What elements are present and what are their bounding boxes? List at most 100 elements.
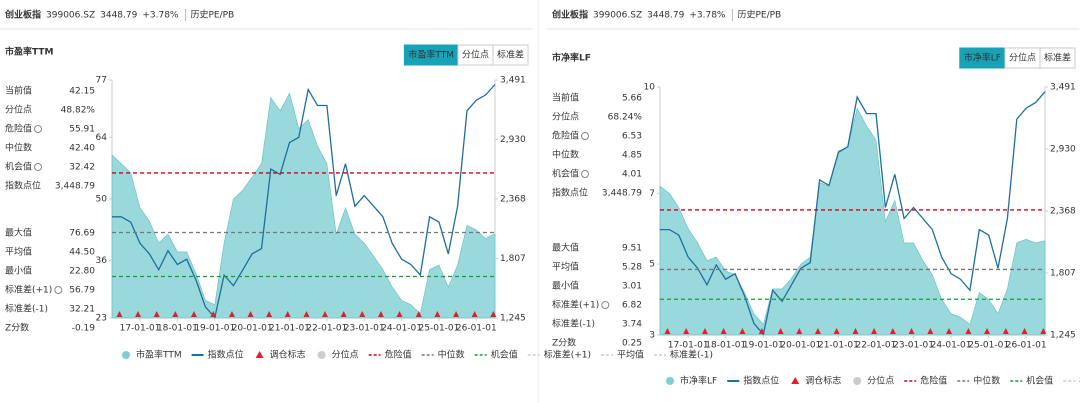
stat-value: 3,448.79 <box>602 189 642 199</box>
info-icon[interactable] <box>581 132 590 140</box>
tab-label[interactable]: 标准差 <box>497 49 524 61</box>
rebalance-marker <box>984 328 991 334</box>
rebalance-marker <box>453 311 460 317</box>
tab-label[interactable]: 标准差 <box>1044 52 1071 64</box>
tab-label[interactable]: 市盈率TTM <box>408 49 454 61</box>
info-icon[interactable] <box>34 163 43 171</box>
stat-value: 56.79 <box>69 286 95 296</box>
legend-label[interactable]: 分位点 <box>332 349 359 361</box>
y2-tick-label: 2,368 <box>1050 207 1076 217</box>
rebalance-marker <box>777 328 784 334</box>
legend-label[interactable]: 机会值 <box>491 349 518 361</box>
info-icon[interactable] <box>34 125 43 133</box>
tab-label[interactable]: 分位点 <box>1009 52 1036 64</box>
rebalance-marker <box>303 311 310 317</box>
info-icon[interactable] <box>581 170 590 178</box>
legend-label[interactable]: 指数点位 <box>743 375 779 387</box>
rebalance-marker <box>266 311 273 317</box>
y2-tick-label: 1,245 <box>1050 331 1076 341</box>
rebalance-marker <box>701 328 708 334</box>
stat-value: 68.24% <box>608 113 643 123</box>
stat-value: 76.69 <box>69 229 95 239</box>
x-tick-label: 18-01-01 <box>705 341 746 351</box>
legend-label[interactable]: 分位点 <box>867 375 894 387</box>
legend-label[interactable]: 标准差(+1) <box>544 349 591 361</box>
stat-value: 9.51 <box>622 244 642 254</box>
stat-value: 42.40 <box>69 144 95 154</box>
info-icon[interactable] <box>54 286 63 294</box>
history-link[interactable]: 历史PE/PB <box>190 9 234 21</box>
rebalance-marker <box>720 328 727 334</box>
stat-value: 4.01 <box>622 170 642 180</box>
tab-label[interactable]: 分位点 <box>462 49 489 61</box>
info-icon[interactable] <box>601 301 610 309</box>
legend-label[interactable]: 中位数 <box>438 349 465 361</box>
tab[interactable] <box>1039 47 1076 69</box>
index-line <box>112 84 496 319</box>
y2-tick-label: 2,368 <box>500 195 526 205</box>
legend-label[interactable]: 市盈率TTM <box>136 349 182 361</box>
legend-label[interactable]: 平均值 <box>617 349 644 361</box>
rebalance-marker <box>1021 328 1028 334</box>
x-tick-label: 19-01-01 <box>743 341 784 351</box>
legend-label[interactable]: 调仓标志 <box>270 349 306 361</box>
tab-label[interactable]: 市净率LF <box>964 52 1001 64</box>
stat-value: 3,448.79 <box>55 182 95 192</box>
rebalance-marker <box>396 311 403 317</box>
x-tick-label: 25-01-01 <box>968 341 1009 351</box>
stat-label: 标准差(-1) <box>5 303 48 315</box>
y-tick-label: 64 <box>96 133 108 143</box>
rebalance-marker <box>927 328 934 334</box>
stat-label: 机会值 <box>5 161 32 173</box>
x-tick-label: 19-01-01 <box>194 324 235 334</box>
rebalance-marker <box>153 311 160 317</box>
rebalance-marker <box>247 311 254 317</box>
legend-label[interactable]: 调仓标志 <box>805 375 841 387</box>
rebalance-marker <box>683 328 690 334</box>
x-tick-label: 22-01-01 <box>856 341 897 351</box>
y2-tick-label: 3,491 <box>1050 83 1076 93</box>
tab[interactable] <box>492 44 529 66</box>
x-tick-label: 17-01-01 <box>120 324 161 334</box>
history-link[interactable]: 历史PE/PB <box>737 9 781 21</box>
stat-label: 最大值 <box>5 227 32 239</box>
stat-label: Z分数 <box>552 337 576 349</box>
header-title: 创业板指 <box>551 9 588 21</box>
legend-swatch <box>853 377 862 385</box>
legend-swatch <box>791 377 800 384</box>
y2-tick-label: 2,930 <box>500 135 526 145</box>
x-tick-label: 22-01-01 <box>306 324 347 334</box>
legend-label[interactable]: 危险值 <box>385 349 412 361</box>
valuation-area <box>659 107 1046 336</box>
rebalance-marker <box>1002 328 1009 334</box>
rebalance-marker <box>284 311 291 317</box>
header-change: +3.78% <box>689 11 726 21</box>
rebalance-marker <box>228 311 235 317</box>
stat-label: 指数点位 <box>5 180 41 192</box>
stat-value: 42.15 <box>69 87 95 97</box>
x-tick-label: 23-01-01 <box>893 341 934 351</box>
stat-label: 指数点位 <box>552 187 588 199</box>
y-tick-label: 5 <box>649 260 655 270</box>
stat-value: 5.28 <box>622 263 642 273</box>
stat-label: 危险值 <box>552 130 579 142</box>
legend-label[interactable]: 市净率LF <box>680 375 717 387</box>
legend-label[interactable]: 中位数 <box>973 375 1000 387</box>
stat-value: 22.80 <box>69 267 95 277</box>
rebalance-marker <box>889 328 896 334</box>
legend-label[interactable]: 机会值 <box>1026 375 1053 387</box>
chart-title: 市净率LF <box>552 52 591 64</box>
stat-label: 最大值 <box>552 242 579 254</box>
legend-label[interactable]: 标准差(-1) <box>670 349 713 361</box>
y-tick-label: 77 <box>96 76 107 86</box>
x-tick-label: 23-01-01 <box>344 324 385 334</box>
stat-label: 标准差(-1) <box>552 318 595 330</box>
rebalance-marker <box>739 328 746 334</box>
rebalance-marker <box>908 328 915 334</box>
legend-label[interactable]: 指数点位 <box>208 349 244 361</box>
stat-value: 44.50 <box>69 248 95 258</box>
stat-value: 5.66 <box>622 94 642 104</box>
legend-label[interactable]: 危险值 <box>920 375 947 387</box>
y-tick-label: 10 <box>644 83 656 93</box>
rebalance-marker <box>1040 328 1047 334</box>
